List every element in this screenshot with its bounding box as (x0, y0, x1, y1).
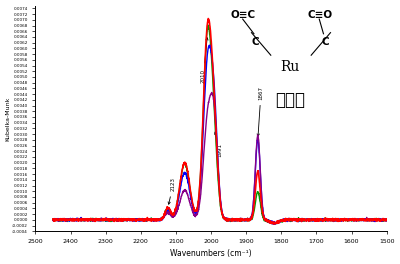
Text: Ru: Ru (280, 60, 300, 74)
Text: 2123: 2123 (168, 177, 176, 204)
Text: C≡O: C≡O (308, 10, 333, 20)
Text: 1867: 1867 (257, 86, 264, 136)
Text: 2010: 2010 (201, 38, 208, 83)
Y-axis label: Kubelka-Munk: Kubelka-Munk (6, 96, 10, 141)
Text: O≡C: O≡C (230, 10, 256, 20)
Text: 1991: 1991 (214, 132, 222, 157)
Text: ツイン: ツイン (275, 91, 305, 109)
X-axis label: Wavenumbers (cm⁻¹): Wavenumbers (cm⁻¹) (170, 249, 252, 258)
Text: C: C (322, 37, 329, 47)
Text: C: C (252, 37, 259, 47)
